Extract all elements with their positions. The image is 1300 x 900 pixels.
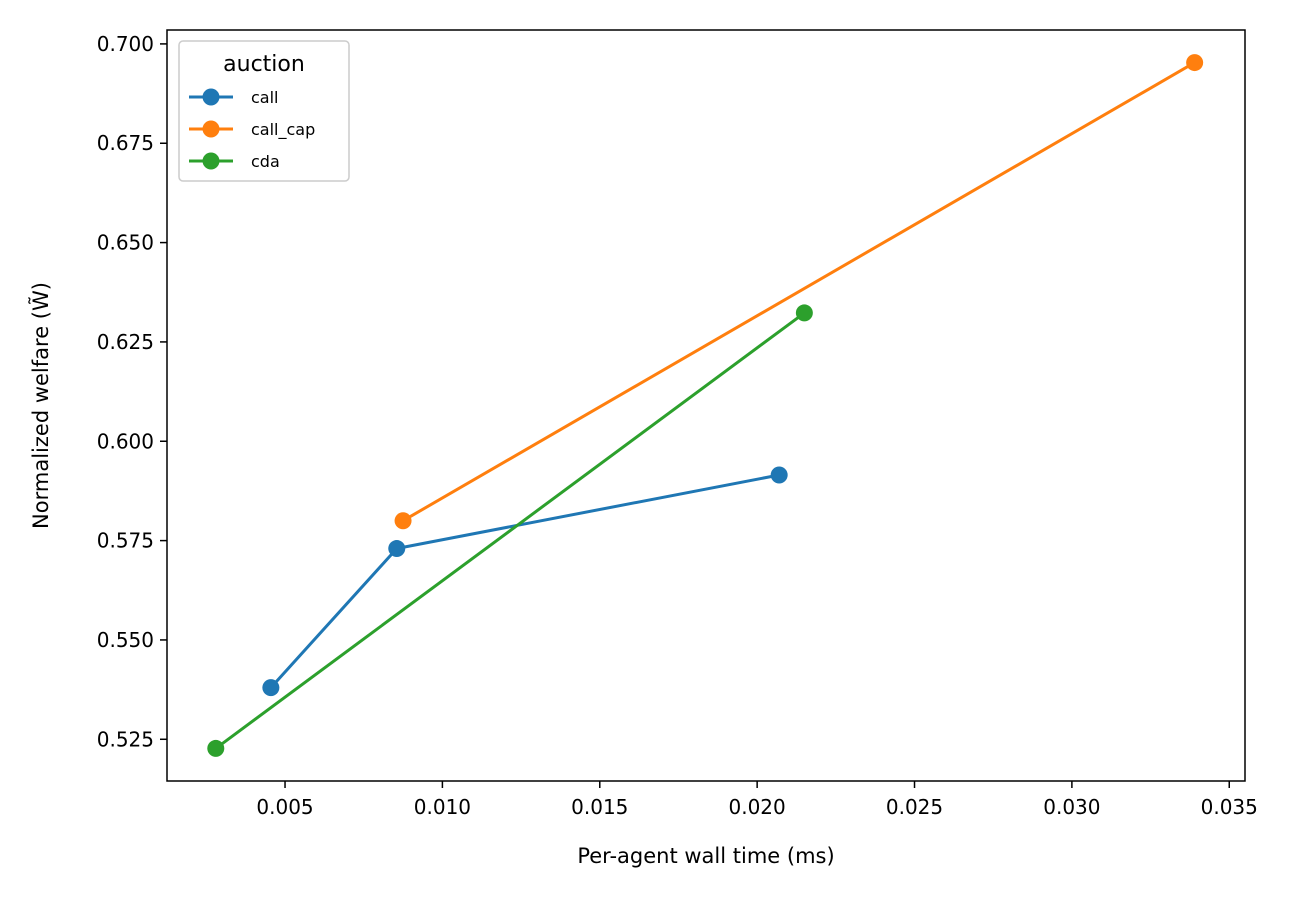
x-tick-label: 0.010 bbox=[414, 795, 471, 819]
data-point-call bbox=[388, 540, 406, 558]
x-axis-label: Per-agent wall time (ms) bbox=[577, 844, 834, 868]
y-tick-label: 0.550 bbox=[97, 628, 154, 652]
x-tick-label: 0.020 bbox=[729, 795, 786, 819]
x-tick-label: 0.025 bbox=[886, 795, 943, 819]
legend-title: auction bbox=[223, 52, 305, 77]
legend-marker-call_cap bbox=[202, 120, 220, 138]
data-point-cda bbox=[795, 304, 813, 322]
y-axis: 0.525 0.550 0.575 0.600 0.625 0.650 0.675 0.700 bbox=[97, 32, 167, 751]
data-point-call_cap bbox=[1186, 54, 1204, 72]
data-point-call bbox=[770, 466, 788, 484]
series-line-call_cap bbox=[402, 61, 1196, 522]
legend-label-cda: cda bbox=[251, 152, 280, 171]
y-tick-label: 0.525 bbox=[97, 727, 154, 751]
legend-marker-call bbox=[202, 88, 220, 106]
series-layer bbox=[207, 54, 1204, 757]
y-tick-label: 0.700 bbox=[97, 32, 154, 56]
x-tick-label: 0.030 bbox=[1043, 795, 1100, 819]
x-tick-label: 0.035 bbox=[1201, 795, 1258, 819]
y-tick-label: 0.675 bbox=[97, 131, 154, 155]
data-point-call_cap bbox=[394, 512, 412, 530]
data-point-call bbox=[262, 679, 280, 697]
legend-label-call_cap: call_cap bbox=[251, 120, 315, 140]
y-tick-label: 0.650 bbox=[97, 231, 154, 255]
legend-label-call: call bbox=[251, 88, 279, 107]
y-axis-label: Normalized welfare (W̃) bbox=[28, 282, 53, 529]
x-tick-label: 0.005 bbox=[256, 795, 313, 819]
x-tick-label: 0.015 bbox=[571, 795, 628, 819]
data-point-cda bbox=[207, 739, 225, 757]
legend-box bbox=[178, 40, 350, 182]
series-line-cda bbox=[214, 311, 806, 750]
y-tick-label: 0.575 bbox=[97, 529, 154, 553]
x-axis: 0.005 0.010 0.015 0.020 0.025 0.030 0.035 bbox=[256, 781, 1258, 819]
legend-marker-cda bbox=[202, 152, 220, 170]
y-tick-label: 0.625 bbox=[97, 330, 154, 354]
plot-frame bbox=[166, 29, 1246, 782]
y-tick-label: 0.600 bbox=[97, 429, 154, 453]
